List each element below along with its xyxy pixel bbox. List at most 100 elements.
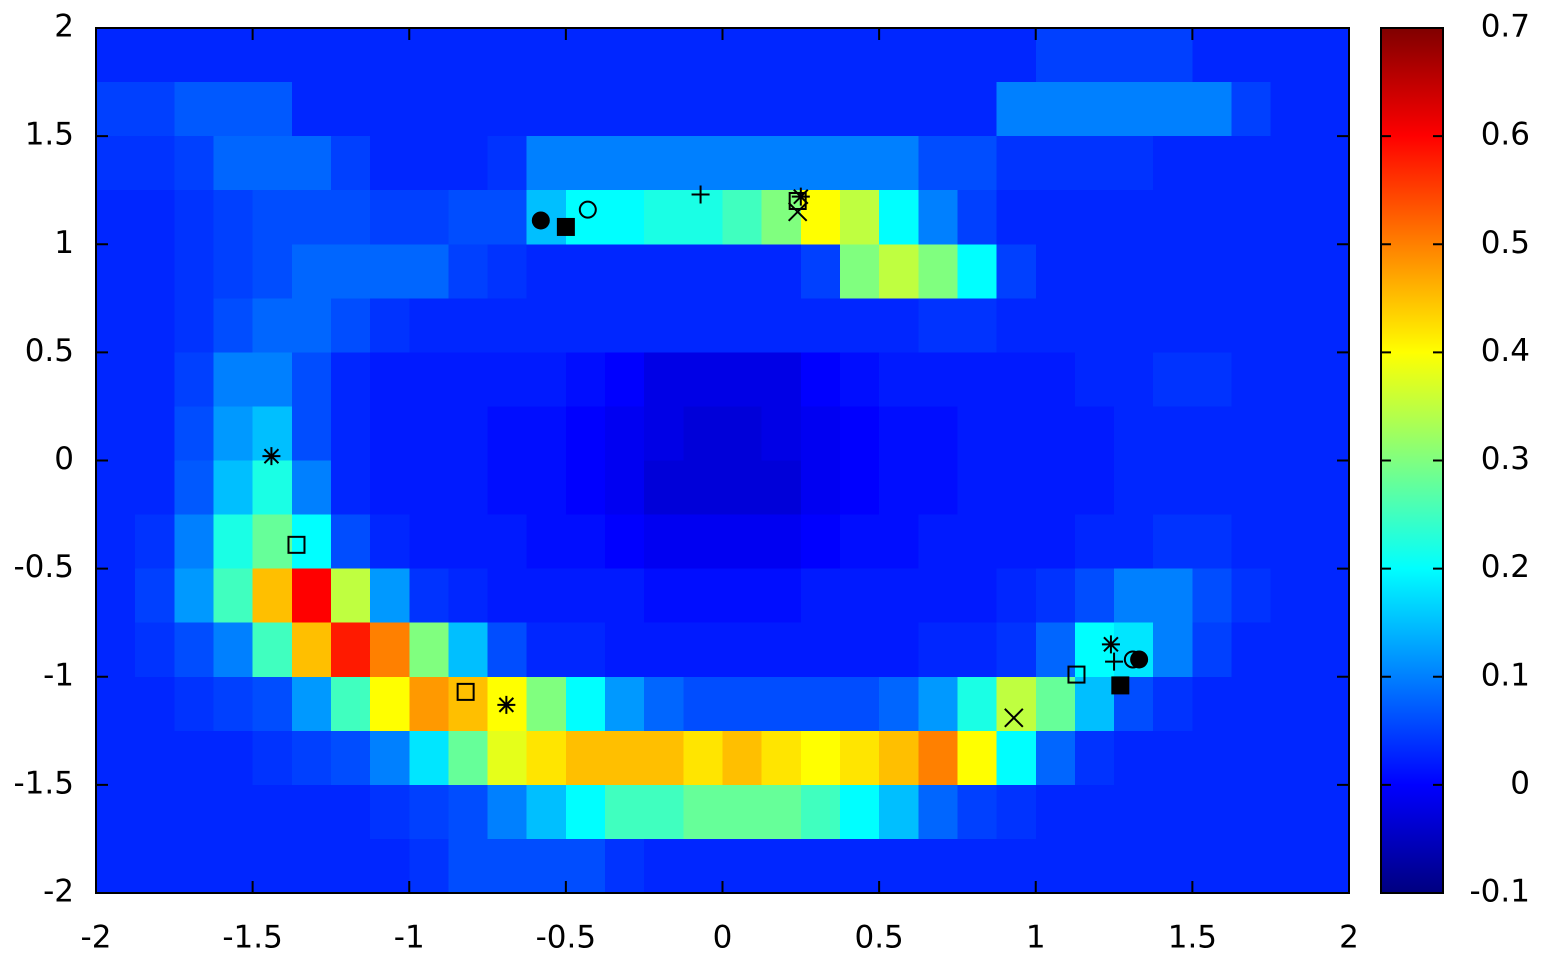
heatmap-cell [135, 244, 175, 299]
heatmap-cell [487, 784, 528, 840]
heatmap-cell [1035, 784, 1076, 840]
heatmap-cell [957, 622, 998, 678]
heatmap-cell [409, 244, 449, 299]
heatmap-cell [96, 352, 136, 407]
heatmap-cell [1153, 244, 1193, 299]
x-tick-label: 0 [713, 920, 733, 956]
heatmap-cell [565, 244, 606, 299]
heatmap-cell [605, 406, 645, 461]
heatmap-cell [330, 568, 371, 624]
heatmap-cell [644, 82, 684, 137]
heatmap-cell [370, 352, 410, 407]
heatmap-cell [330, 838, 371, 894]
heatmap-cell [879, 82, 919, 137]
heatmap-cell [1153, 730, 1193, 786]
heatmap-cell [409, 514, 449, 570]
heatmap-cell [213, 838, 254, 894]
heatmap-cell [722, 244, 763, 299]
heatmap-cell [761, 622, 802, 678]
marker [691, 185, 710, 204]
heatmap-cell [370, 190, 410, 245]
heatmap-cell [565, 838, 606, 894]
heatmap-cell [1035, 838, 1076, 894]
heatmap-cell [96, 190, 136, 245]
heatmap-cell [957, 838, 998, 894]
marker [791, 187, 810, 206]
heatmap-cell [683, 622, 723, 678]
heatmap-cell [683, 82, 723, 137]
heatmap-cell [174, 136, 214, 191]
heatmap-cell [996, 190, 1037, 245]
heatmap-cell [761, 82, 802, 137]
heatmap-cell [644, 298, 684, 353]
heatmap-cell [96, 676, 136, 732]
heatmap-cell [1309, 406, 1350, 461]
heatmap-cell [487, 514, 528, 570]
heatmap-cell [174, 730, 214, 786]
heatmap-cell [213, 136, 254, 191]
heatmap-cell [565, 568, 606, 624]
heatmap-cell [1074, 298, 1115, 353]
heatmap-cell [1309, 190, 1350, 245]
heatmap-cell [174, 838, 214, 894]
heatmap-cell [722, 298, 763, 353]
heatmap-cell [1035, 406, 1076, 461]
marker [1004, 708, 1024, 728]
heatmap-cell [526, 298, 567, 353]
marker [556, 217, 575, 236]
heatmap-cell [1074, 352, 1115, 407]
heatmap-cell [722, 28, 763, 83]
heatmap-cell [761, 28, 802, 83]
heatmap-cell [526, 244, 567, 299]
heatmap-cell [213, 28, 254, 83]
heatmap-cell [96, 838, 136, 894]
heatmap-cell [448, 190, 489, 245]
heatmap-cell [605, 730, 645, 786]
heatmap-cell [409, 190, 449, 245]
heatmap-cell [683, 136, 723, 191]
heatmap-cell [1153, 460, 1193, 516]
heatmap-cell [448, 244, 489, 299]
heatmap-cell [1309, 676, 1350, 732]
heatmap-cell [526, 730, 567, 786]
heatmap-cell [1192, 352, 1233, 407]
y-tick-label: 1 [54, 225, 74, 261]
heatmap-cell [1270, 460, 1311, 516]
heatmap-cell [526, 514, 567, 570]
heatmap-cell [96, 406, 136, 461]
heatmap-cell [996, 28, 1037, 83]
heatmap-cell [800, 298, 841, 353]
heatmap-cell [1309, 244, 1350, 299]
heatmap-cell [761, 568, 802, 624]
heatmap-cell [1192, 460, 1233, 516]
heatmap-cell [918, 298, 958, 353]
heatmap-cell [330, 514, 371, 570]
heatmap-cell [1192, 730, 1233, 786]
heatmap-cell [565, 676, 606, 732]
heatmap-cell [291, 406, 332, 461]
heatmap-cell [1231, 82, 1272, 137]
heatmap-cell [370, 406, 410, 461]
heatmap-cell [957, 568, 998, 624]
heatmap-cell [605, 82, 645, 137]
marker [1123, 650, 1142, 669]
heatmap-cell [1270, 28, 1311, 83]
heatmap-cell [213, 352, 254, 407]
marker [578, 200, 597, 219]
heatmap-cell [565, 514, 606, 570]
heatmap-cell [1192, 514, 1233, 570]
heatmap-cell [605, 622, 645, 678]
heatmap-cell [252, 136, 293, 191]
heatmap-cell [370, 730, 410, 786]
heatmap-cell [370, 28, 410, 83]
heatmap-cell [448, 784, 489, 840]
heatmap-cell [213, 730, 254, 786]
heatmap-cell [1309, 730, 1350, 786]
heatmap-cell [1270, 136, 1311, 191]
heatmap-cell [918, 622, 958, 678]
heatmap-cell [879, 460, 919, 516]
heatmap-cell [526, 28, 567, 83]
heatmap-cell [1114, 244, 1154, 299]
heatmap-cell [957, 784, 998, 840]
